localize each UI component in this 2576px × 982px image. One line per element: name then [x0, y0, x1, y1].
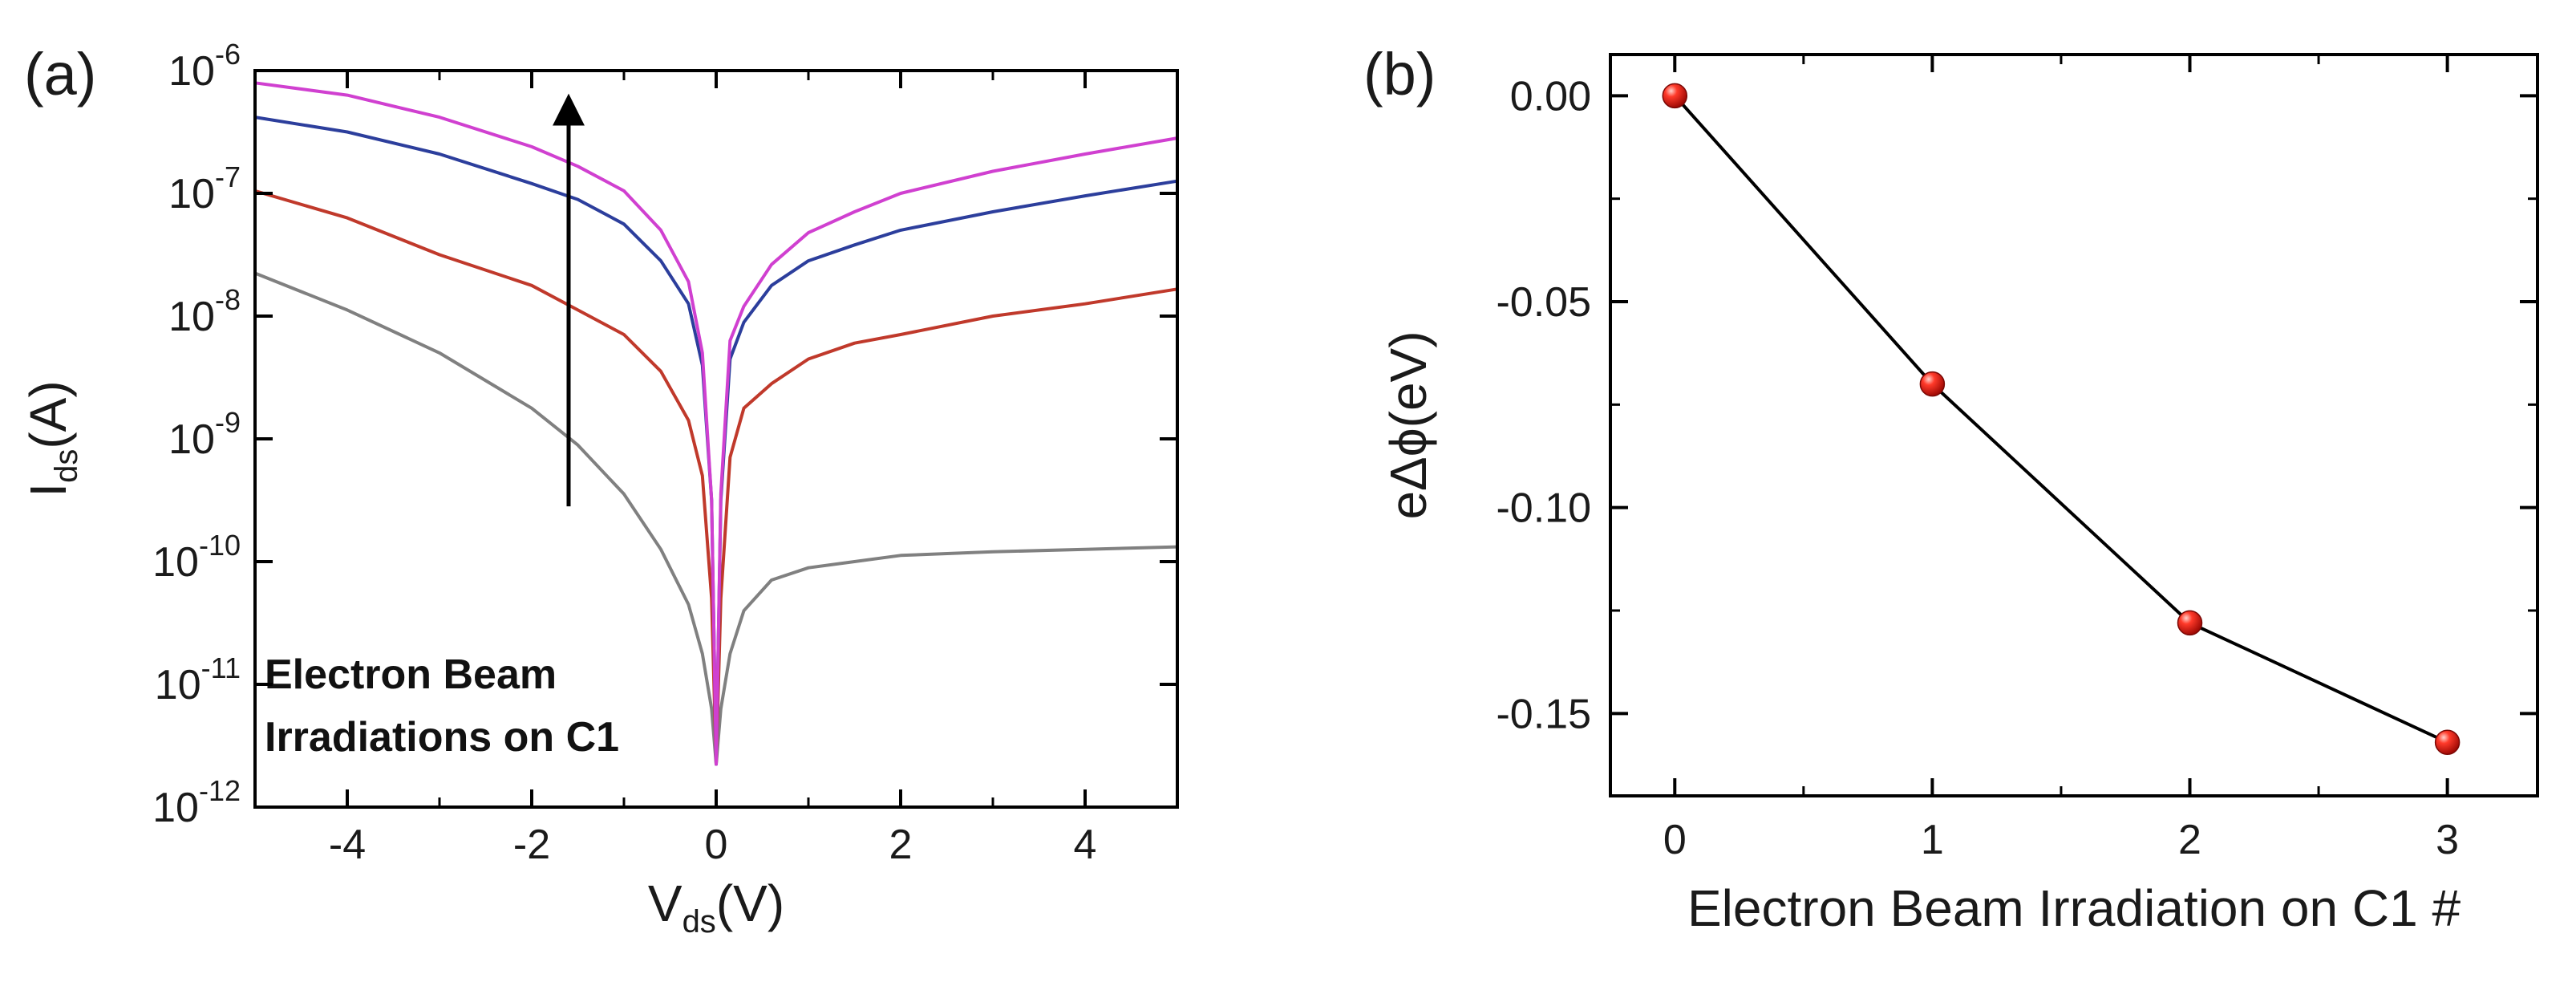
- x-axis-label-unit: (V): [716, 874, 784, 932]
- y-tick-label: -0.15: [1496, 691, 1591, 737]
- y-tick-exponent: -6: [215, 38, 241, 71]
- x-axis-label: Vds(V): [648, 874, 784, 939]
- y-axis-label-main: I: [19, 483, 77, 497]
- y-tick-label: 10-10: [152, 529, 241, 586]
- data-point-3: [2434, 729, 2461, 756]
- y-tick-base: 10: [152, 785, 199, 831]
- panel-b-series-group: [1662, 83, 2461, 756]
- x-tick-label: 1: [1921, 817, 1944, 863]
- x-axis-label-sub: ds: [682, 904, 716, 939]
- y-tick-label: 10-8: [168, 283, 241, 340]
- y-tick-base: 10: [168, 294, 215, 340]
- y-tick-label: -0.05: [1496, 279, 1591, 326]
- y-axis-label-sub: ds: [49, 449, 84, 483]
- x-tick-label: 4: [1074, 822, 1097, 868]
- y-tick-label: 10-9: [168, 406, 241, 463]
- x-tick-label: 0: [705, 822, 728, 868]
- panel-a-annotation: Electron Beam Irradiations on C1: [265, 93, 619, 761]
- panel-b-plot-frame: [1609, 53, 2539, 797]
- x-tick-label: -4: [329, 822, 366, 868]
- y-tick-label: -0.10: [1496, 485, 1591, 532]
- x-tick-label: 3: [2436, 817, 2459, 863]
- x-tick-label: 2: [2178, 817, 2201, 863]
- y-tick-label: 10-6: [168, 38, 241, 95]
- panel-a-series-group: [254, 81, 1178, 766]
- y-tick-exponent: -10: [199, 529, 241, 562]
- panel-a-label: (a): [24, 41, 96, 108]
- panel-b-axes: 0 1 2 3 0.00 -0.05 -0.10 -0.15 Electron Beam Irr…: [1379, 55, 2538, 937]
- y-axis-label: Ids(A): [19, 380, 84, 497]
- y-tick-exponent: -11: [201, 651, 241, 684]
- series-line: [1673, 94, 2448, 745]
- x-tick-label: 0: [1663, 817, 1687, 863]
- annotation-line-0: Electron Beam: [265, 651, 557, 698]
- y-tick-exponent: -9: [215, 406, 241, 439]
- annotation-line-1: Irradiations on C1: [265, 714, 619, 761]
- y-tick-label: 10-11: [155, 651, 241, 708]
- x-tick-label: -2: [513, 822, 550, 868]
- y-axis-label: eΔϕ(eV): [1379, 331, 1437, 519]
- y-tick-exponent: -8: [215, 283, 241, 316]
- y-tick-base: 10: [152, 539, 199, 586]
- y-tick-base: 10: [155, 662, 201, 708]
- y-tick-label: 10-7: [168, 160, 241, 217]
- series-line-3: [254, 81, 1178, 766]
- data-point-1: [1919, 371, 1946, 397]
- y-tick-label: 0.00: [1510, 73, 1591, 120]
- x-axis-label-main: V: [648, 874, 682, 932]
- panel-a-axes: -4 -2 0 2 410-1210-1110-1010-910-810-710-6Vd…: [19, 38, 1179, 939]
- y-tick-label: 10-12: [152, 774, 241, 831]
- y-axis-label-unit: (A): [19, 380, 77, 448]
- data-point-2: [2177, 610, 2203, 636]
- y-tick-base: 10: [168, 416, 215, 463]
- x-axis-label: Electron Beam Irradiation on C1 #: [1687, 879, 2461, 937]
- y-tick-exponent: -12: [199, 774, 241, 807]
- y-tick-base: 10: [168, 171, 215, 217]
- y-tick-exponent: -7: [215, 160, 241, 193]
- panel-b-chart: (b) 0 1 2 3 0.00 -0.05 -0.10 -0.15 Electron Beam…: [1363, 41, 2539, 937]
- x-tick-label: 2: [889, 822, 913, 868]
- data-point-0: [1662, 83, 1688, 109]
- y-tick-base: 10: [168, 48, 215, 95]
- panel-b-label: (b): [1363, 41, 1436, 108]
